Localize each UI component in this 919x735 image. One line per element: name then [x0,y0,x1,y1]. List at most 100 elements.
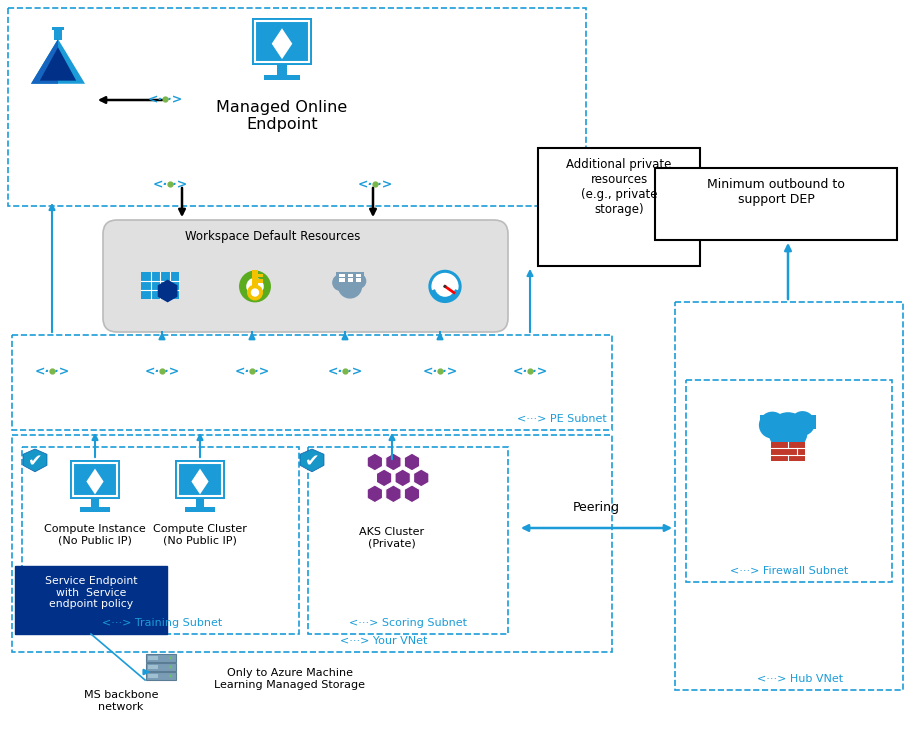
Text: Compute Cluster
(No Public IP): Compute Cluster (No Public IP) [153,524,247,545]
Circle shape [169,656,172,659]
Bar [148,674,158,678]
Circle shape [251,288,259,297]
Text: <···> Firewall Subnet: <···> Firewall Subnet [730,566,848,576]
Polygon shape [86,469,104,495]
Text: <···>: <···> [357,179,392,192]
Circle shape [338,274,362,298]
Bar [347,274,353,277]
Bar [141,272,179,299]
Bar [146,663,176,671]
Bar [255,21,310,62]
Text: ✔: ✔ [305,453,319,470]
Polygon shape [404,485,420,503]
Bar [12,335,612,430]
Circle shape [246,278,264,295]
Text: Peering: Peering [573,501,619,514]
Polygon shape [414,469,429,487]
Circle shape [768,412,808,451]
Bar [146,654,176,662]
Circle shape [790,411,815,436]
Circle shape [759,412,786,439]
Text: <···>: <···> [423,365,458,379]
Bar [308,447,508,634]
Bar [91,499,99,507]
FancyBboxPatch shape [103,220,508,332]
Text: <···> Your VNet: <···> Your VNet [340,636,427,646]
Polygon shape [31,39,85,84]
Bar [12,435,612,652]
Polygon shape [158,279,177,302]
Polygon shape [377,469,391,487]
Circle shape [430,271,460,301]
Bar [686,380,892,582]
Polygon shape [404,453,420,471]
Circle shape [169,675,172,678]
Bar [175,460,225,499]
Bar [335,272,365,283]
Polygon shape [23,449,47,472]
Text: <···> Hub VNet: <···> Hub VNet [757,674,844,684]
Bar [80,507,110,512]
Bar [177,463,222,496]
Text: Additional private
resources
(e.g., private
storage): Additional private resources (e.g., priv… [566,158,672,216]
Polygon shape [386,485,401,503]
Text: <···> Scoring Subnet: <···> Scoring Subnet [349,618,467,628]
Bar [54,29,62,40]
Text: MS backbone
network: MS backbone network [84,690,158,711]
Polygon shape [191,469,209,495]
Bar [264,75,300,80]
Polygon shape [40,47,76,81]
Bar [8,8,586,206]
Polygon shape [300,449,324,472]
Bar [148,656,158,660]
Text: <···>: <···> [34,365,70,379]
Text: Service Endpoint
with  Service
endpoint policy: Service Endpoint with Service endpoint p… [45,576,137,609]
Bar [771,442,805,462]
Text: <···>: <···> [147,93,183,107]
Bar [185,507,215,512]
Bar [70,460,120,499]
Bar [148,664,158,669]
Text: ✔: ✔ [28,453,42,470]
Bar [538,148,700,266]
Text: Workspace Default Resources: Workspace Default Resources [186,230,361,243]
Bar [356,274,361,277]
Bar [15,566,167,634]
Text: <···> Training Subnet: <···> Training Subnet [102,618,222,628]
Polygon shape [368,453,382,471]
Bar [252,18,312,65]
Bar [252,270,258,292]
Bar [73,463,118,496]
Bar [655,168,897,240]
Polygon shape [31,39,58,84]
Text: <···>: <···> [513,365,548,379]
Bar [196,499,204,507]
Bar [347,279,353,282]
Circle shape [239,270,271,302]
Polygon shape [272,28,292,59]
Bar [258,273,263,277]
Polygon shape [368,485,382,503]
Text: Only to Azure Machine
Learning Managed Storage: Only to Azure Machine Learning Managed S… [214,668,366,689]
Text: <···> PE Subnet: <···> PE Subnet [517,414,607,424]
Bar [339,279,345,282]
Bar [22,447,299,634]
Circle shape [444,285,447,288]
Bar [146,672,176,680]
Circle shape [351,273,367,289]
Polygon shape [395,469,411,487]
Text: <···>: <···> [144,365,179,379]
Text: <···>: <···> [153,179,187,192]
Text: Minimum outbound to
support DEP: Minimum outbound to support DEP [707,178,845,206]
Bar [339,274,345,277]
Bar [258,279,263,283]
Text: <···>: <···> [327,365,363,379]
Circle shape [247,284,263,301]
Bar [760,415,816,429]
Bar [277,65,287,75]
Text: <···>: <···> [234,365,269,379]
Text: Managed Online
Endpoint: Managed Online Endpoint [216,100,347,132]
Polygon shape [386,453,401,471]
Bar [51,26,64,30]
Circle shape [169,665,172,668]
